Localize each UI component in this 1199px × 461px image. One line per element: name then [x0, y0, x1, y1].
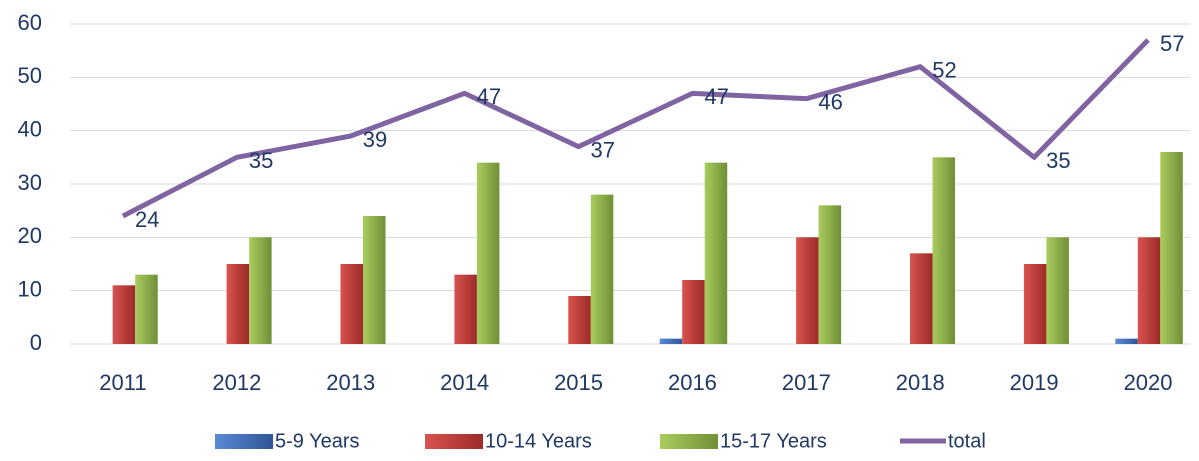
y-tick-label: 10: [18, 276, 42, 301]
bar: [910, 253, 933, 344]
bar: [226, 264, 250, 344]
y-tick-label: 20: [18, 223, 42, 248]
data-label: 39: [363, 127, 387, 152]
bar: [1046, 237, 1069, 344]
x-tick-label: 2011: [99, 370, 146, 395]
x-tick-label: 2019: [1010, 370, 1059, 395]
data-label: 35: [249, 148, 273, 173]
x-tick-label: 2018: [896, 370, 945, 395]
data-label: 46: [818, 89, 842, 114]
legend-label: total: [948, 430, 986, 452]
x-tick-label: 2020: [1124, 370, 1173, 395]
data-label: 35: [1046, 148, 1070, 173]
bar: [1115, 338, 1138, 344]
y-tick-label: 40: [18, 116, 42, 141]
bar: [682, 280, 705, 344]
legend-label: 5-9 Years: [275, 430, 360, 452]
legend-swatch: [425, 434, 483, 449]
bar: [454, 274, 477, 344]
x-tick-label: 2012: [212, 370, 261, 395]
y-tick-label: 0: [30, 330, 42, 355]
data-label: 47: [477, 84, 501, 109]
bar: [796, 237, 819, 344]
bar: [1137, 237, 1161, 344]
bar: [363, 216, 386, 344]
bar: [135, 274, 158, 344]
line: [121, 38, 1150, 219]
x-tick-label: 2016: [668, 370, 717, 395]
x-tick-label: 2017: [782, 370, 831, 395]
bar: [112, 285, 136, 344]
y-tick-label: 30: [18, 170, 42, 195]
bar: [932, 157, 955, 344]
bar: [590, 194, 614, 344]
y-tick-label: 60: [18, 10, 42, 35]
bar: [1160, 152, 1183, 344]
bar: [1023, 264, 1047, 344]
data-label: 52: [932, 57, 956, 82]
bar: [659, 338, 683, 344]
legend-swatch: [660, 434, 718, 449]
legend-label: 10-14 Years: [485, 430, 592, 452]
legend-label: 15-17 Years: [720, 430, 827, 452]
bar: [818, 205, 842, 344]
data-label: 24: [135, 207, 159, 232]
data-label: 47: [704, 84, 728, 109]
legend-swatch: [215, 434, 273, 449]
bar: [249, 237, 272, 344]
bar: [340, 264, 363, 344]
bar: [568, 296, 591, 344]
x-tick-label: 2015: [554, 370, 603, 395]
data-label: 37: [591, 137, 615, 162]
x-tick-label: 2013: [326, 370, 375, 395]
bar: [476, 162, 500, 344]
x-tick-label: 2014: [440, 370, 489, 395]
data-label: 57: [1160, 31, 1184, 56]
y-tick-label: 50: [18, 63, 42, 88]
bar: [704, 162, 728, 344]
